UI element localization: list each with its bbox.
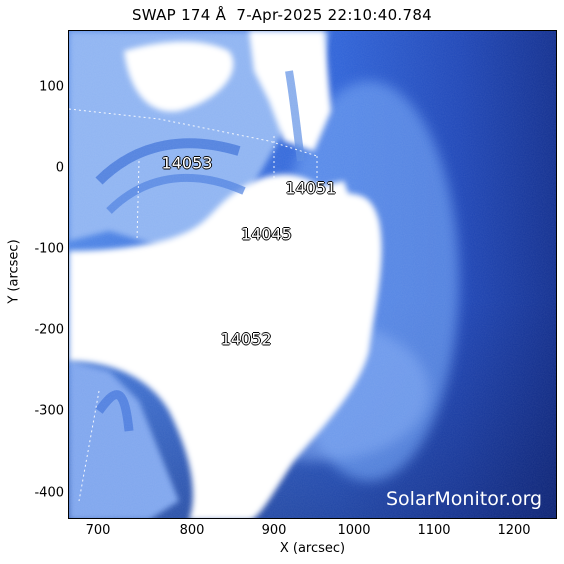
ar-label-14053: 14053 xyxy=(161,153,213,173)
solar-image-plot xyxy=(68,30,557,519)
ar-label-14045: 14045 xyxy=(240,224,292,244)
y-tick-label: -100 xyxy=(34,241,64,257)
ar-label-14051: 14051 xyxy=(285,178,337,198)
y-tick-label: -300 xyxy=(34,403,64,419)
x-tick-label: 800 xyxy=(179,523,205,538)
ar-label-14052: 14052 xyxy=(220,329,272,349)
x-tick-label: 700 xyxy=(85,523,111,538)
x-tick-label: 1000 xyxy=(337,523,371,538)
y-tick-label: -200 xyxy=(34,322,64,338)
y-tick-label: 100 xyxy=(39,79,64,95)
watermark: SolarMonitor.org xyxy=(386,488,543,510)
solar-image xyxy=(69,31,556,518)
y-tick-label: -400 xyxy=(34,485,64,501)
x-tick-label: 1200 xyxy=(497,523,531,538)
x-tick-label: 1100 xyxy=(417,523,451,538)
x-axis-label: X (arcsec) xyxy=(279,541,346,556)
y-axis-label: Y (arcsec) xyxy=(6,239,22,304)
y-tick-label: 0 xyxy=(55,160,64,176)
ar-boundaries xyxy=(69,108,318,502)
x-tick-label: 900 xyxy=(261,523,287,538)
image-title: SWAP 174 Å 7-Apr-2025 22:10:40.784 xyxy=(131,6,433,24)
